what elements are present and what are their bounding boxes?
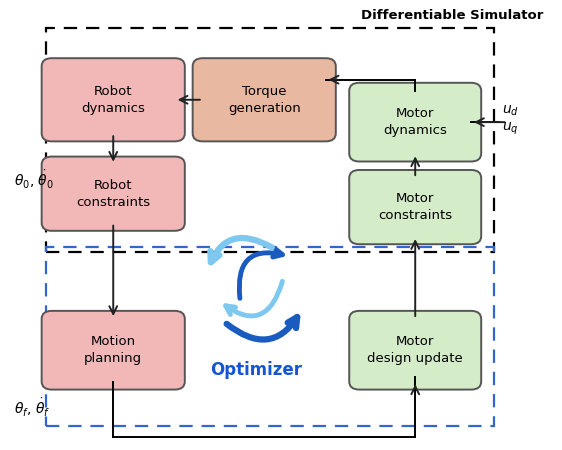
Text: Optimizer: Optimizer [210,361,302,379]
Text: $\theta_f$, $\dot{\theta}_f$: $\theta_f$, $\dot{\theta}_f$ [13,397,50,419]
Text: Motor
dynamics: Motor dynamics [383,107,447,137]
FancyBboxPatch shape [193,58,336,141]
FancyBboxPatch shape [349,83,481,162]
Text: Differentiable Simulator: Differentiable Simulator [361,9,544,22]
Text: Robot
dynamics: Robot dynamics [81,85,145,115]
Text: Motion
planning: Motion planning [84,335,142,365]
Text: Motor
constraints: Motor constraints [378,192,452,222]
FancyBboxPatch shape [42,58,185,141]
Text: $\theta_0$, $\dot{\theta}_0$: $\theta_0$, $\dot{\theta}_0$ [13,169,54,191]
FancyBboxPatch shape [42,311,185,390]
FancyBboxPatch shape [349,170,481,244]
Text: $u_d$: $u_d$ [502,104,519,118]
Text: Robot
constraints: Robot constraints [76,179,150,209]
FancyBboxPatch shape [349,311,481,390]
Text: Motor
design update: Motor design update [368,335,463,365]
FancyBboxPatch shape [42,157,185,231]
Text: Torque
generation: Torque generation [228,85,301,115]
Text: $u_q$: $u_q$ [502,121,519,137]
